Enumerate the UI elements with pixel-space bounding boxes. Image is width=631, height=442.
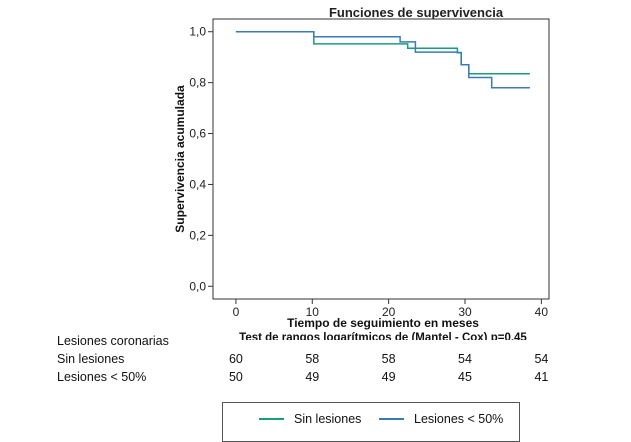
risk-table-title: Lesiones coronarias	[57, 334, 169, 348]
survival-curve-sin-lesiones	[235, 30, 530, 75]
y-tick-label: 0,8	[189, 76, 206, 90]
risk-value: 54	[458, 352, 472, 366]
x-tick-label: 20	[382, 305, 396, 319]
logrank-test-note: Test de rangos logarítmicos de (Mantel -…	[239, 332, 527, 340]
risk-value: 60	[228, 352, 243, 366]
x-tick-label: 30	[458, 305, 472, 319]
legend-swatch	[259, 418, 284, 420]
y-tick-label: 0,0	[189, 279, 206, 293]
survival-curve-lesiones	[235, 30, 530, 89]
y-axis-label: Supervivencia acumulada	[173, 85, 187, 233]
y-tick-label: 0,6	[189, 127, 206, 141]
risk-value: 45	[458, 370, 472, 384]
legend-swatch	[379, 418, 404, 420]
y-tick-label: 0,4	[189, 177, 206, 191]
x-tick-label: 40	[535, 305, 549, 319]
y-tick-label: 0,2	[189, 228, 206, 242]
risk-value: 50	[228, 370, 243, 384]
risk-value: 54	[534, 352, 549, 366]
risk-row-label: Lesiones < 50%	[57, 370, 147, 384]
legend-item-lesiones: Lesiones < 50%	[379, 412, 503, 426]
risk-value: 49	[381, 370, 396, 384]
x-axis: 0 10 20 30 40	[233, 299, 549, 319]
chart-legend: Sin lesiones Lesiones < 50%	[222, 402, 520, 442]
y-axis: 1,0 0,8 0,6 0,4 0,2 0,0	[189, 25, 213, 293]
survival-curves	[235, 30, 530, 89]
risk-value: 58	[305, 352, 320, 366]
y-tick-label: 1,0	[189, 25, 206, 39]
risk-value: 58	[381, 352, 396, 366]
x-tick-label: 10	[306, 305, 320, 319]
chart-title: Funciones de supervivencia	[329, 5, 504, 20]
x-tick-label: 0	[233, 305, 240, 319]
risk-row-label: Sin lesiones	[57, 352, 125, 366]
plot-frame	[212, 18, 550, 300]
legend-item-sin-lesiones: Sin lesiones	[259, 412, 361, 426]
survival-chart: Funciones de supervivencia 1,0 0,8 0,6 0,4 0…	[173, 5, 550, 340]
risk-value: 41	[534, 370, 549, 384]
legend-label: Lesiones < 50%	[414, 412, 504, 426]
x-axis-label: Tiempo de seguimiento en meses	[287, 316, 479, 330]
legend-label: Sin lesiones	[294, 412, 362, 426]
risk-value: 49	[305, 370, 320, 384]
